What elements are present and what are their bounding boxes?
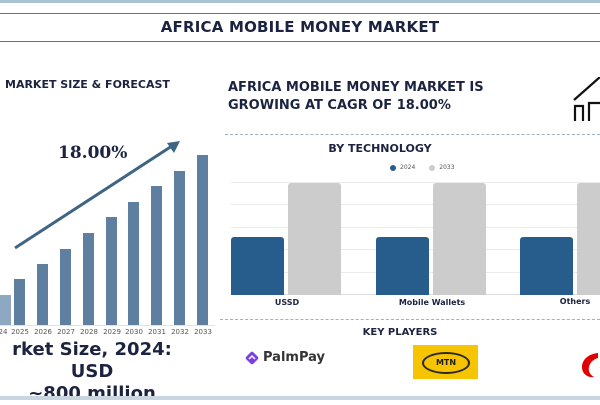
bar-mobile-wallets-2024 bbox=[376, 237, 429, 295]
bar-ussd-2024 bbox=[231, 237, 284, 295]
growth-house-icon bbox=[573, 77, 600, 121]
bar-mobile-wallets-2033 bbox=[433, 183, 486, 295]
forecast-bar-2027 bbox=[60, 249, 71, 325]
year-tick: 2029 bbox=[103, 328, 121, 336]
mtn-logo: MTN bbox=[413, 345, 478, 379]
palmpay-icon bbox=[245, 351, 259, 364]
forecast-bar-2026 bbox=[37, 264, 48, 325]
year-tick: 2030 bbox=[125, 328, 143, 336]
gridline bbox=[231, 227, 600, 228]
vodafone-logo-icon bbox=[582, 353, 598, 378]
forecast-bar-2033 bbox=[197, 155, 208, 325]
chart-legend: 2024 2033 bbox=[390, 164, 455, 171]
forecast-bar-2031 bbox=[151, 186, 162, 325]
cagr-headline-line1: AFRICA MOBILE MONEY MARKET IS bbox=[228, 80, 484, 95]
title-bar: AFRICA MOBILE MONEY MARKET bbox=[0, 13, 600, 42]
category-label-others: Others bbox=[559, 297, 591, 306]
forecast-chart bbox=[0, 140, 215, 325]
top-band bbox=[0, 0, 600, 3]
page-title: AFRICA MOBILE MONEY MARKET bbox=[160, 18, 440, 36]
category-label-ussd: USSD bbox=[274, 298, 300, 307]
market-size-line1: rket Size, 2024: USD bbox=[12, 339, 172, 382]
segment-title: BY TECHNOLOGY bbox=[328, 142, 432, 155]
year-tick: 2028 bbox=[80, 328, 98, 336]
cagr-headline: AFRICA MOBILE MONEY MARKET IS GROWING AT… bbox=[228, 79, 484, 115]
forecast-bar-2025 bbox=[14, 279, 25, 325]
legend-dot-icon bbox=[429, 164, 436, 171]
forecast-bar-2024 bbox=[0, 295, 11, 325]
divider bbox=[220, 319, 600, 320]
market-size-text: rket Size, 2024: USD ~800 million bbox=[0, 339, 192, 405]
year-tick: 2033 bbox=[194, 328, 212, 336]
technology-chart bbox=[231, 182, 600, 295]
cagr-headline-line2: GROWING AT CAGR OF 18.00% bbox=[228, 98, 451, 113]
trend-arrow-icon bbox=[14, 141, 180, 250]
year-tick: 2025 bbox=[11, 328, 29, 336]
forecast-bar-2032 bbox=[174, 171, 185, 325]
palmpay-logo: PalmPay bbox=[245, 350, 325, 365]
legend-item-2024: 2024 bbox=[390, 164, 415, 171]
gridline bbox=[231, 204, 600, 205]
year-tick: 2026 bbox=[34, 328, 52, 336]
forecast-bar-2029 bbox=[106, 217, 117, 325]
bar-ussd-2033 bbox=[288, 183, 341, 295]
bar-others-2024 bbox=[520, 237, 573, 295]
forecast-x-axis bbox=[0, 325, 215, 326]
palmpay-name: PalmPay bbox=[263, 350, 325, 365]
bar-others-2033 bbox=[577, 183, 600, 295]
key-players-title: KEY PLAYERS bbox=[362, 327, 438, 338]
cagr-annotation: 18.00% bbox=[58, 143, 128, 163]
year-tick: 2031 bbox=[148, 328, 166, 336]
forecast-bar-2030 bbox=[128, 202, 139, 325]
forecast-heading: MARKET SIZE & FORECAST bbox=[5, 78, 170, 91]
year-tick: 2027 bbox=[57, 328, 75, 336]
market-size-line2: ~800 million bbox=[28, 383, 156, 404]
year-tick: 2032 bbox=[171, 328, 189, 336]
legend-item-2033: 2033 bbox=[429, 164, 455, 171]
year-tick: 24 bbox=[0, 328, 8, 336]
forecast-bar-2028 bbox=[83, 233, 94, 325]
gridline bbox=[231, 182, 600, 183]
legend-dot-icon bbox=[390, 164, 396, 171]
mtn-name: MTN bbox=[422, 352, 470, 374]
divider bbox=[225, 134, 600, 135]
category-label-mobile-wallets: Mobile Wallets bbox=[398, 298, 466, 307]
bottom-band bbox=[0, 396, 600, 400]
